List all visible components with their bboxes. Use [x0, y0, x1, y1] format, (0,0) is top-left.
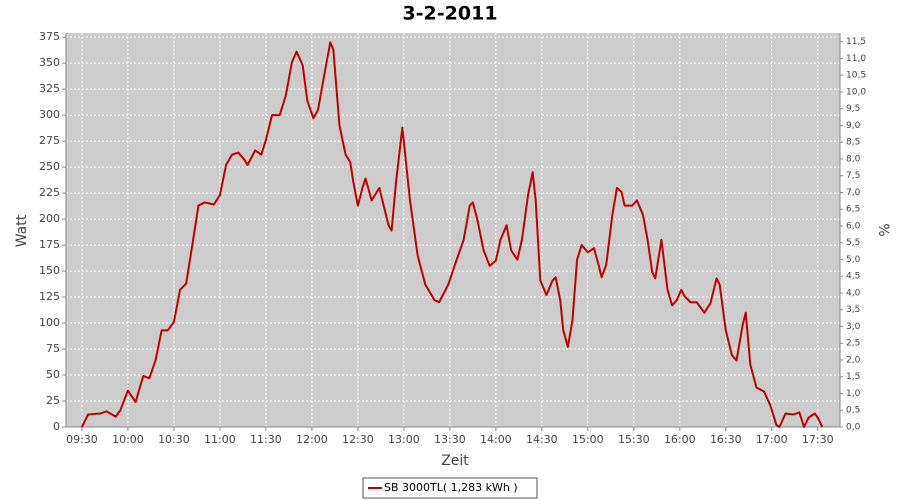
x-axis-title: Zeit — [441, 453, 469, 469]
y2-tick-label: 2,0 — [846, 355, 861, 365]
x-tick-label: 15:00 — [572, 433, 604, 446]
y-tick-label: 200 — [39, 212, 60, 225]
y2-tick-label: 4,0 — [846, 288, 861, 298]
x-tick-label: 17:30 — [802, 433, 834, 446]
x-tick-label: 12:00 — [296, 433, 328, 446]
y-tick-label: 0 — [53, 420, 60, 433]
y2-tick-label: 0,5 — [846, 406, 860, 416]
y2-tick-label: 4,5 — [846, 272, 860, 282]
y-tick-label: 75 — [46, 342, 60, 355]
y-tick-label: 150 — [39, 264, 60, 277]
legend-label: SB 3000TL( 1,283 kWh ) — [384, 481, 518, 494]
y-axis-title: Watt — [14, 214, 30, 247]
y-tick-label: 100 — [39, 316, 60, 329]
y2-tick-label: 10,5 — [846, 71, 866, 81]
y2-tick-label: 7,0 — [846, 188, 861, 198]
y2-tick-label: 8,0 — [846, 154, 861, 164]
y-tick-label: 25 — [46, 394, 60, 407]
y2-axis-title: % — [875, 223, 891, 236]
y2-tick-label: 8,5 — [846, 138, 860, 148]
y2-tick-label: 1,5 — [846, 372, 860, 382]
x-tick-label: 10:00 — [112, 433, 144, 446]
y2-tick-label: 6,5 — [846, 205, 860, 215]
y2-tick-label: 11,0 — [846, 54, 866, 64]
x-tick-label: 16:30 — [710, 433, 742, 446]
y2-tick-label: 5,0 — [846, 255, 861, 265]
y-tick-label: 350 — [39, 56, 60, 69]
x-tick-label: 12:30 — [342, 433, 374, 446]
y-tick-label: 375 — [39, 30, 60, 43]
y-tick-label: 125 — [39, 290, 60, 303]
y2-tick-label: 3,0 — [846, 322, 861, 332]
y-tick-label: 325 — [39, 82, 60, 95]
y2-tick-label: 11,5 — [846, 37, 866, 47]
data-line — [81, 41, 824, 428]
x-tick-label: 11:00 — [204, 433, 236, 446]
x-tick-label: 14:00 — [480, 433, 512, 446]
y2-tick-label: 7,5 — [846, 171, 860, 181]
y-tick-label: 275 — [39, 134, 60, 147]
y2-tick-label: 0,0 — [846, 423, 861, 433]
y-tick-label: 250 — [39, 160, 60, 173]
y-tick-label: 175 — [39, 238, 60, 251]
y2-tick-label: 9,5 — [846, 104, 860, 114]
y-tick-label: 50 — [46, 368, 60, 381]
x-tick-label: 11:30 — [250, 433, 282, 446]
x-tick-label: 13:00 — [388, 433, 420, 446]
x-tick-label: 16:00 — [664, 433, 696, 446]
legend-box — [362, 477, 538, 499]
x-tick-label: 14:30 — [526, 433, 558, 446]
y2-tick-label: 2,5 — [846, 339, 860, 349]
y2-tick-label: 6,0 — [846, 221, 861, 231]
y2-tick-label: 1,0 — [846, 389, 861, 399]
y-tick-label: 225 — [39, 186, 60, 199]
plot-area — [66, 33, 840, 427]
x-tick-label: 10:30 — [158, 433, 190, 446]
x-tick-label: 09:30 — [66, 433, 98, 446]
y2-tick-label: 10,0 — [846, 87, 866, 97]
x-tick-label: 13:30 — [434, 433, 466, 446]
y-tick-label: 300 — [39, 108, 60, 121]
y2-tick-label: 9,0 — [846, 121, 861, 131]
chart-title: 3-2-2011 — [402, 3, 497, 25]
y2-tick-label: 3,5 — [846, 305, 860, 315]
x-tick-label: 17:00 — [756, 433, 788, 446]
x-tick-label: 15:30 — [618, 433, 650, 446]
y2-tick-label: 5,5 — [846, 238, 860, 248]
